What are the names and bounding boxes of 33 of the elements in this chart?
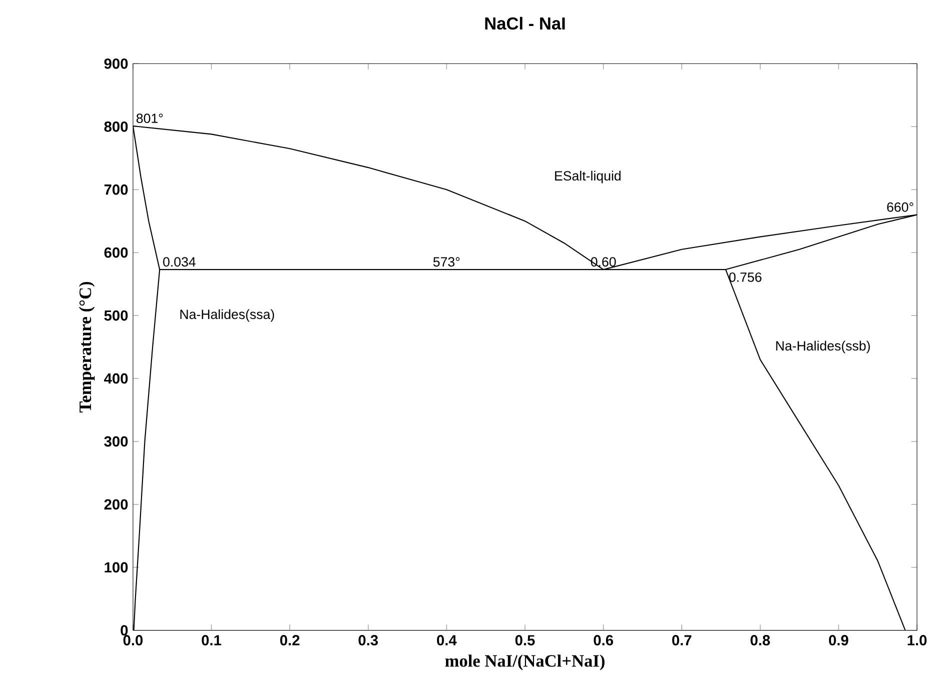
annotation: 0.034: [163, 257, 196, 266]
annotation: 0.60: [590, 257, 616, 266]
x-tick-label: 0.7: [672, 634, 692, 646]
y-tick-label: 800: [104, 121, 128, 132]
y-tick-label: 0: [120, 624, 128, 636]
annotation: Na-Halides(ssa): [180, 309, 274, 322]
x-tick-label: 0.6: [594, 634, 614, 646]
y-tick-label: 700: [104, 184, 128, 195]
annotation: 660°: [887, 202, 914, 212]
x-tick-label: 0.2: [280, 634, 300, 646]
annotation: Na-Halides(ssb): [776, 340, 870, 354]
x-tick-label: 0.5: [515, 634, 535, 646]
y-tick-label: 300: [104, 436, 128, 446]
annotation: 0.756: [729, 272, 762, 282]
chart-title: NaCl - NaI: [485, 16, 565, 30]
x-axis-title: mole NaI/(NaCl+NaI): [445, 654, 605, 670]
y-tick-label: 900: [104, 58, 128, 69]
x-tick-label: 0.0: [123, 634, 143, 646]
y-tick-label: 100: [104, 562, 128, 572]
x-tick-label: 0.3: [358, 634, 378, 646]
y-tick-label: 600: [104, 247, 128, 258]
annotation: 573°: [433, 257, 460, 266]
x-tick-label: 1.0: [908, 634, 927, 646]
x-tick-label: 0.8: [750, 634, 770, 646]
y-axis-title: Temperature (°C): [78, 282, 95, 412]
y-tick-label: 400: [104, 373, 128, 384]
y-tick-label: 200: [104, 499, 128, 510]
x-tick-label: 0.4: [436, 634, 457, 646]
y-tick-label: 500: [104, 310, 128, 321]
annotation: 801°: [136, 113, 163, 123]
x-tick-label: 0.1: [202, 634, 222, 646]
annotation: ESalt-liquid: [555, 170, 621, 184]
x-tick-label: 0.9: [828, 634, 848, 646]
